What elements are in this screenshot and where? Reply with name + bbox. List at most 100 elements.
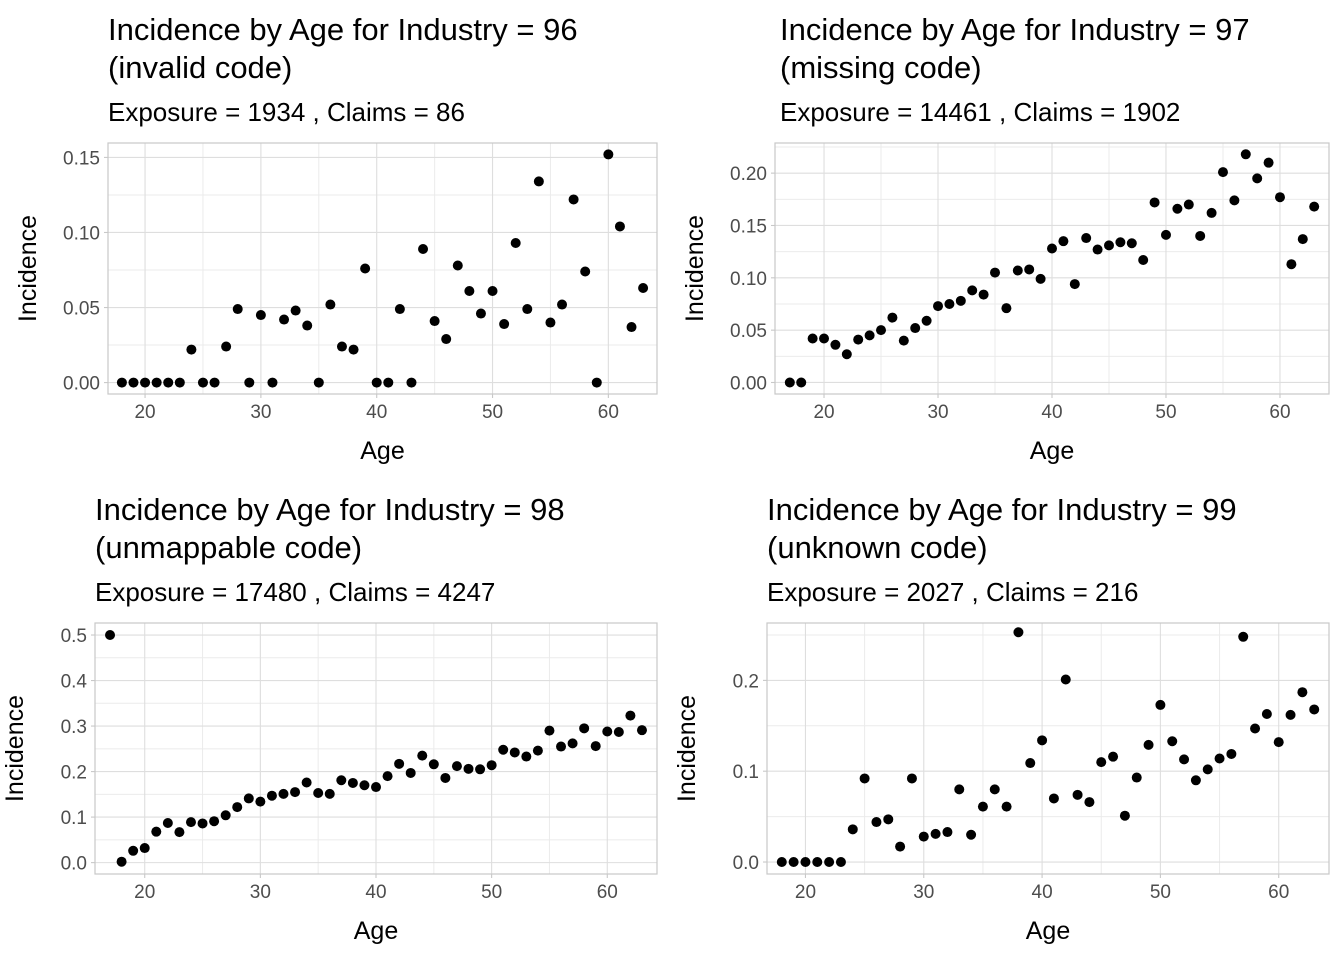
data-point	[1238, 631, 1249, 642]
y-tick-label: 0.0	[733, 853, 759, 874]
data-point	[1226, 748, 1237, 759]
data-point	[174, 377, 185, 388]
data-point	[906, 773, 917, 784]
data-point	[128, 845, 139, 856]
data-point	[1214, 753, 1225, 764]
y-tick-label: 0.2	[61, 763, 87, 784]
data-point	[163, 377, 174, 388]
data-point	[1155, 699, 1166, 710]
data-point	[602, 726, 613, 737]
data-point	[1240, 149, 1251, 160]
data-point	[1131, 772, 1142, 783]
data-point	[954, 784, 965, 795]
data-point	[162, 818, 173, 829]
data-point	[1035, 273, 1046, 284]
chart-subtitle: Exposure = 2027 , Claims = 216	[767, 577, 1139, 607]
x-tick-label: 40	[366, 402, 387, 423]
data-point	[1084, 797, 1095, 808]
data-point	[1229, 195, 1240, 206]
data-point	[824, 857, 835, 868]
scatter-plot-97: 20 30 40 50 60 0.00 0.05 0.10 0.15 0.20 Age Inciden…	[681, 142, 1330, 465]
data-point	[417, 750, 428, 761]
y-axis-label: Incidence	[681, 215, 709, 322]
data-point	[463, 763, 474, 774]
data-point	[1167, 736, 1178, 747]
data-point	[105, 630, 116, 641]
data-point	[232, 304, 243, 315]
data-point	[579, 723, 590, 734]
y-tick-label: 0.1	[61, 808, 87, 829]
data-point	[209, 377, 220, 388]
data-point	[989, 784, 1000, 795]
data-point	[244, 377, 255, 388]
data-point	[151, 377, 162, 388]
x-tick-label: 50	[1155, 402, 1176, 423]
data-point	[290, 305, 301, 316]
y-tick-label: 0.05	[63, 299, 100, 320]
data-point	[556, 741, 567, 752]
x-tick-label: 30	[250, 402, 271, 423]
data-point	[325, 299, 336, 310]
data-point	[910, 323, 921, 334]
data-point	[128, 377, 139, 388]
data-point	[1096, 757, 1107, 768]
data-point	[1179, 754, 1190, 765]
data-point	[544, 725, 555, 736]
data-point	[967, 285, 978, 296]
data-point	[944, 298, 955, 309]
data-point	[347, 777, 358, 788]
data-point	[1072, 789, 1083, 800]
x-tick-label: 30	[250, 882, 271, 903]
data-point	[788, 857, 799, 868]
scatter-plot-96: 20 30 40 50 60 0.00 0.05 0.10 0.15 Age Incidence	[14, 142, 658, 465]
data-point	[807, 333, 818, 344]
data-point	[1092, 244, 1103, 255]
x-tick-label: 20	[134, 882, 155, 903]
data-point	[1297, 234, 1308, 245]
data-point	[898, 335, 909, 346]
data-point	[475, 764, 486, 775]
data-point	[1047, 243, 1057, 254]
data-point	[302, 320, 313, 331]
x-tick-label: 50	[481, 882, 502, 903]
data-point	[883, 814, 894, 825]
data-point	[220, 810, 231, 821]
data-point	[382, 771, 393, 782]
data-point	[871, 817, 882, 828]
x-tick-label: 60	[598, 402, 619, 423]
x-tick-label: 30	[913, 882, 934, 903]
y-tick-label: 0.20	[730, 164, 767, 185]
data-point	[835, 857, 846, 868]
data-point	[625, 710, 636, 721]
chart-title-line2: (missing code)	[780, 50, 982, 85]
data-point	[626, 322, 637, 333]
data-point	[978, 289, 989, 300]
data-point	[1149, 197, 1160, 208]
data-point	[841, 349, 852, 360]
data-point	[1217, 167, 1228, 178]
data-point	[232, 802, 243, 813]
data-point	[1024, 264, 1035, 275]
x-tick-label: 60	[597, 882, 618, 903]
chart-subtitle: Exposure = 14461 , Claims = 1902	[780, 97, 1181, 127]
data-point	[1206, 207, 1217, 218]
x-tick-label: 30	[927, 402, 948, 423]
y-tick-label: 0.10	[730, 269, 767, 290]
data-point	[1037, 735, 1048, 746]
data-point	[1286, 259, 1297, 270]
x-axis-label: Age	[360, 437, 404, 465]
data-point	[116, 856, 127, 867]
data-point	[876, 325, 887, 336]
y-tick-label: 0.15	[63, 148, 100, 169]
data-point	[567, 738, 578, 749]
data-point	[509, 747, 520, 758]
chart-title-line2: (invalid code)	[108, 50, 293, 85]
data-point	[1001, 801, 1012, 812]
data-point	[290, 787, 301, 798]
chart-subtitle: Exposure = 1934 , Claims = 86	[108, 97, 465, 127]
data-point	[533, 176, 544, 187]
data-point	[185, 817, 196, 828]
data-point	[830, 339, 841, 350]
data-point	[1001, 303, 1012, 314]
y-tick-label: 0.5	[61, 626, 87, 647]
